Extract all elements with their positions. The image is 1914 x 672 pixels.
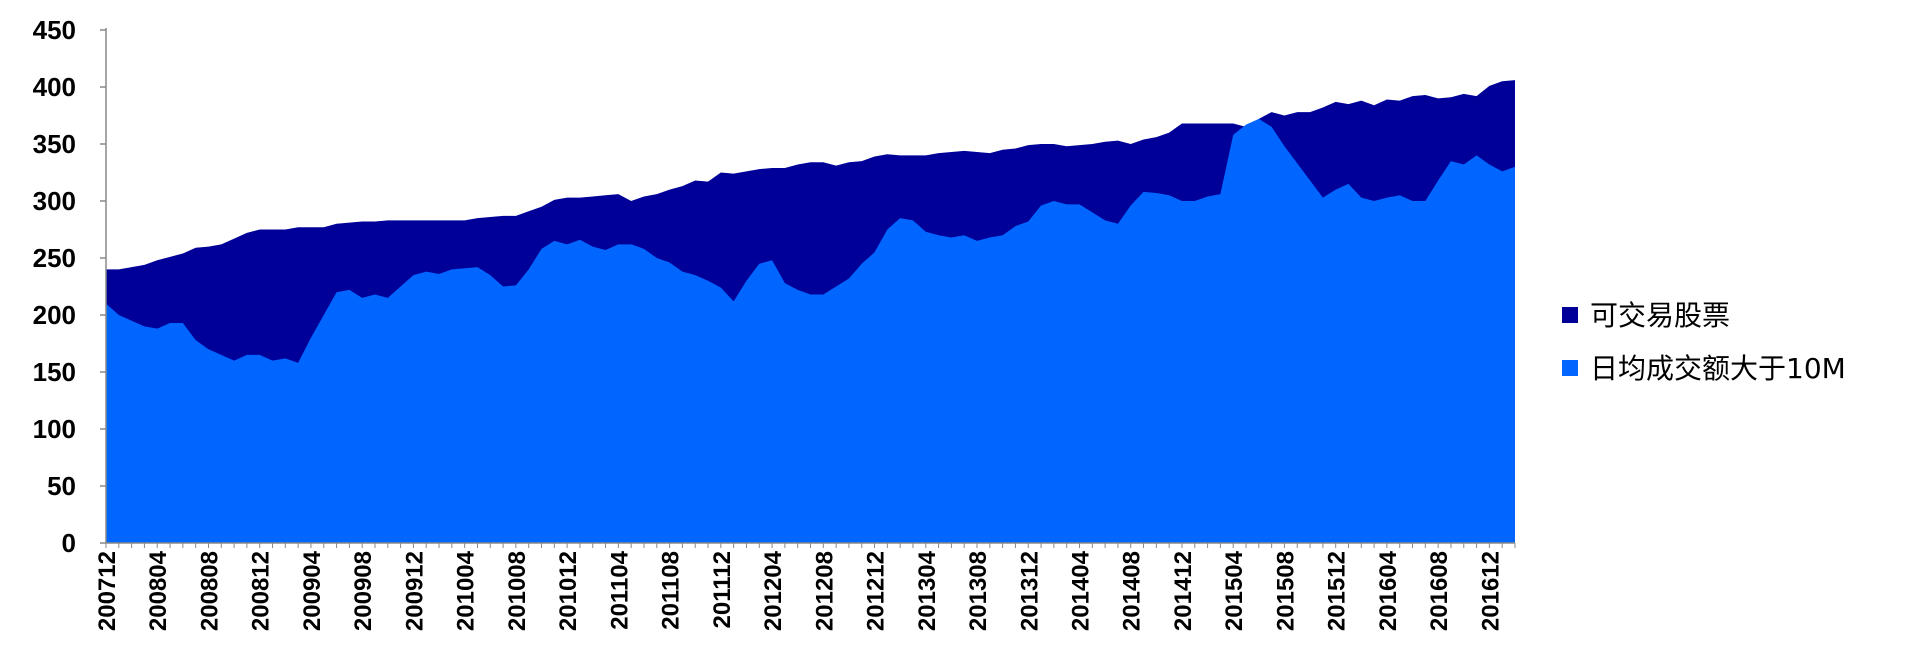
x-tick-label: 201604	[1375, 550, 1402, 631]
legend-label-2: 日均成交额大于10M	[1590, 352, 1846, 385]
y-tick-label: 0	[62, 528, 76, 558]
x-tick-label: 200908	[350, 551, 377, 631]
x-tick-label: 201012	[555, 551, 582, 631]
x-tick-label: 201112	[709, 551, 736, 628]
x-tick-label: 200808	[197, 551, 224, 631]
legend-label-1: 可交易股票	[1590, 299, 1730, 332]
x-tick-label: 200804	[145, 550, 172, 631]
x-tick-label: 201204	[760, 550, 787, 631]
x-tick-label: 201312	[1016, 551, 1043, 631]
y-tick-label: 300	[33, 186, 76, 216]
y-tick-label: 450	[33, 15, 76, 45]
x-tick-label: 201404	[1068, 550, 1095, 631]
x-tick-label: 201512	[1324, 551, 1351, 631]
plot-area	[106, 80, 1515, 544]
x-tick-label: 200712	[94, 551, 121, 631]
x-tick-label: 201508	[1272, 551, 1299, 631]
x-tick-label: 201212	[863, 551, 890, 631]
y-tick-label: 100	[33, 414, 76, 444]
x-tick-label: 201208	[811, 551, 838, 631]
x-tick-label: 201304	[914, 550, 941, 631]
y-tick-label: 250	[33, 243, 76, 273]
x-tick-label: 201412	[1170, 551, 1197, 631]
x-tick-label: 201004	[453, 550, 480, 631]
x-tick-label: 201612	[1477, 551, 1504, 631]
legend-swatch-2	[1562, 360, 1578, 376]
x-tick-label: 201008	[504, 551, 531, 631]
series-area-2	[106, 118, 1515, 544]
x-tick-label: 200912	[401, 551, 428, 631]
legend-swatch-1	[1562, 307, 1578, 323]
x-tick-label: 201608	[1426, 551, 1453, 631]
x-tick-label: 200904	[299, 550, 326, 631]
y-tick-label: 150	[33, 357, 76, 387]
y-tick-label: 200	[33, 300, 76, 330]
x-tick-label: 200812	[248, 551, 275, 631]
y-tick-label: 350	[33, 129, 76, 159]
x-tick-label: 201504	[1221, 550, 1248, 631]
y-axis-ticks: 0 50 100 150 200 250 300 350 400 450	[33, 15, 106, 558]
y-tick-label: 50	[47, 471, 76, 501]
x-tick-label: 201104	[606, 550, 633, 629]
x-axis-ticks: 200712 200804 200808 200812 200904 200908 2009…	[94, 543, 1516, 631]
x-tick-label: 201108	[658, 551, 685, 630]
x-tick-label: 201408	[1119, 551, 1146, 631]
y-tick-label: 400	[33, 72, 76, 102]
x-tick-label: 201308	[965, 551, 992, 631]
